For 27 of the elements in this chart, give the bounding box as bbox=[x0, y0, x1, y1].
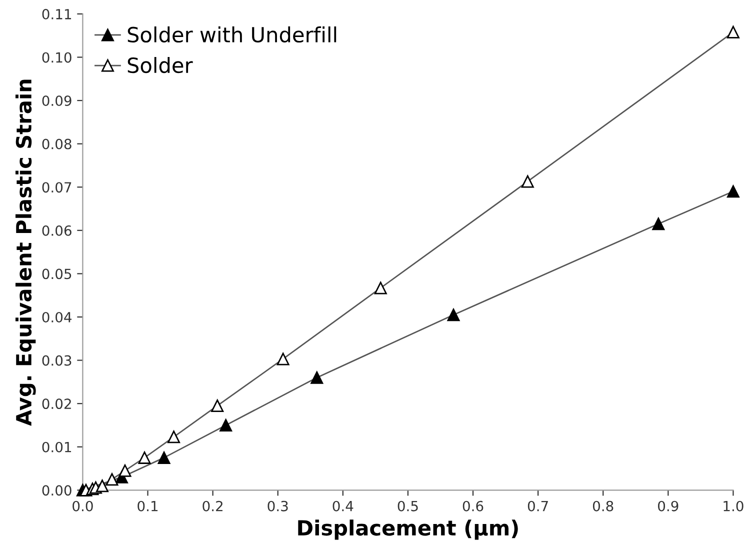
x-tick-label: 0.0 bbox=[72, 500, 93, 512]
y-tick-label: 0.09 bbox=[42, 95, 72, 106]
x-tick-label: 0.9 bbox=[658, 500, 678, 512]
x-tick-label: 0.2 bbox=[202, 500, 222, 512]
legend-label: Solder bbox=[128, 57, 193, 74]
y-tick-label: 0.11 bbox=[42, 8, 72, 20]
y-tick-label: 0.10 bbox=[42, 52, 72, 63]
x-axis-title: Displacement (µm) bbox=[298, 520, 518, 540]
y-tick-label: 0.03 bbox=[42, 355, 72, 366]
y-tick-label: 0.04 bbox=[42, 312, 72, 322]
x-tick-label: 0.6 bbox=[462, 500, 484, 512]
x-tick-label: 1.0 bbox=[724, 500, 744, 512]
x-tick-label: 0.7 bbox=[528, 500, 548, 512]
x-tick-label: 0.3 bbox=[268, 500, 288, 512]
y-tick-label: 0.00 bbox=[42, 485, 72, 496]
legend-label: Solder with Underfill bbox=[128, 26, 336, 43]
y-tick-label: 0.05 bbox=[42, 268, 72, 280]
x-tick-label: 0.8 bbox=[592, 500, 614, 512]
x-tick-label: 0.5 bbox=[398, 500, 418, 512]
x-tick-label: 0.1 bbox=[138, 500, 158, 512]
y-tick-label: 0.01 bbox=[42, 442, 72, 452]
y-tick-label: 0.06 bbox=[42, 225, 72, 236]
x-tick-label: 0.4 bbox=[332, 500, 354, 512]
y-tick-label: 0.07 bbox=[42, 182, 72, 193]
y-tick-label: 0.02 bbox=[42, 398, 71, 410]
y-axis-title: Avg. Equivalent Plastic Strain bbox=[16, 80, 36, 426]
y-tick-label: 0.08 bbox=[42, 138, 72, 150]
